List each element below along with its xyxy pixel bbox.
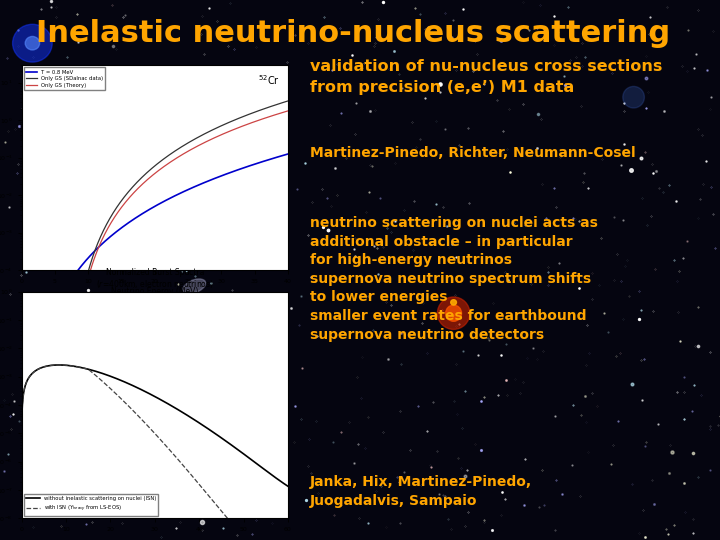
without inelastic scattering on nuclei (ISN) [179,410,188,416]
Ellipse shape [12,24,53,62]
without inelastic scattering on nuclei (ISN) [55,362,63,368]
with ISN ($Y_{heavy}$ from LS-EOS) [247,537,256,540]
Ellipse shape [451,300,456,305]
T = 0.8 MeV [21,475,30,481]
T = 0.8 MeV [176,190,184,197]
Line: T = 0.8 MeV: T = 0.8 MeV [25,154,288,478]
Ellipse shape [623,86,644,108]
Text: Inelastic neutrino-nucleus scattering: Inelastic neutrino-nucleus scattering [36,19,670,48]
with ISN ($Y_{heavy}$ from LS-EOS) [55,362,63,368]
with ISN ($Y_{heavy}$ from LS-EOS) [187,472,196,479]
with ISN ($Y_{heavy}$ from LS-EOS) [173,455,181,461]
without inelastic scattering on nuclei (ISN) [187,415,196,421]
Only GS (SDaInac data) [67,401,76,407]
Text: validation of nu-nucleus cross sections
from precision (e,e’) M1 data: validation of nu-nucleus cross sections … [310,59,662,95]
with ISN ($Y_{heavy}$ from LS-EOS) [18,408,27,415]
T = 0.8 MeV [284,151,292,157]
Only GS (Theory) [176,153,184,159]
Only GS (Theory) [140,179,148,186]
Ellipse shape [446,305,462,321]
Only GS (Theory) [89,260,97,267]
Text: Martinez-Pinedo, Richter, Neumann-Cosel: Martinez-Pinedo, Richter, Neumann-Cosel [310,146,635,160]
Only GS (SDaInac data) [219,122,228,129]
T = 0.8 MeV [219,172,228,179]
with ISN ($Y_{heavy}$ from LS-EOS) [34,366,42,372]
Only GS (SDaInac data) [176,145,184,151]
without inelastic scattering on nuclei (ISN) [220,436,228,443]
Only GS (SDaInac data) [140,172,148,179]
T = 0.8 MeV [197,181,205,187]
Line: with ISN ($Y_{heavy}$ from LS-EOS): with ISN ($Y_{heavy}$ from LS-EOS) [22,365,288,540]
without inelastic scattering on nuclei (ISN) [173,406,181,412]
Line: Only GS (SDaInac data): Only GS (SDaInac data) [25,101,288,540]
Only GS (Theory) [67,433,76,440]
T = 0.8 MeV [89,250,97,256]
Ellipse shape [438,297,470,329]
without inelastic scattering on nuclei (ISN) [284,483,292,490]
Line: Only GS (Theory): Only GS (Theory) [25,111,288,540]
Line: without inelastic scattering on nuclei (ISN): without inelastic scattering on nuclei (… [22,365,288,487]
Text: $^{52}$Cr: $^{52}$Cr [258,73,280,87]
Only GS (Theory) [284,107,292,114]
Only GS (Theory) [197,141,205,148]
without inelastic scattering on nuclei (ISN) [18,408,27,415]
without inelastic scattering on nuclei (ISN) [34,366,42,372]
Only GS (Theory) [219,131,228,137]
Ellipse shape [25,36,40,50]
with ISN ($Y_{heavy}$ from LS-EOS) [179,463,188,469]
T = 0.8 MeV [67,276,76,282]
Title: Normalized Burst Spectra
($r$=400km, electron neutrinos): Normalized Burst Spectra ($r$=400km, ele… [96,268,214,291]
X-axis label: Neutrino Energy (MeV): Neutrino Energy (MeV) [111,287,199,296]
Only GS (SDaInac data) [89,254,97,260]
T = 0.8 MeV [140,210,148,216]
without inelastic scattering on nuclei (ISN) [247,456,256,463]
Legend: T = 0.8 MeV, Only GS (SDaInac data), Only GS (Theory): T = 0.8 MeV, Only GS (SDaInac data), Onl… [24,68,105,90]
Only GS (SDaInac data) [197,133,205,139]
Only GS (SDaInac data) [284,98,292,104]
Ellipse shape [183,279,206,293]
Text: Janka, Hix, Martinez-Pinedo,
Juogadalvis, Sampaio: Janka, Hix, Martinez-Pinedo, Juogadalvis… [310,475,532,508]
Text: neutrino scattering on nuclei acts as
additional obstacle – in particular
for hi: neutrino scattering on nuclei acts as ad… [310,216,598,342]
Legend: without inelastic scattering on nuclei (ISN), with ISN ($Y_{heavy}$ from LS-EOS): without inelastic scattering on nuclei (… [24,494,158,516]
with ISN ($Y_{heavy}$ from LS-EOS) [220,511,228,517]
